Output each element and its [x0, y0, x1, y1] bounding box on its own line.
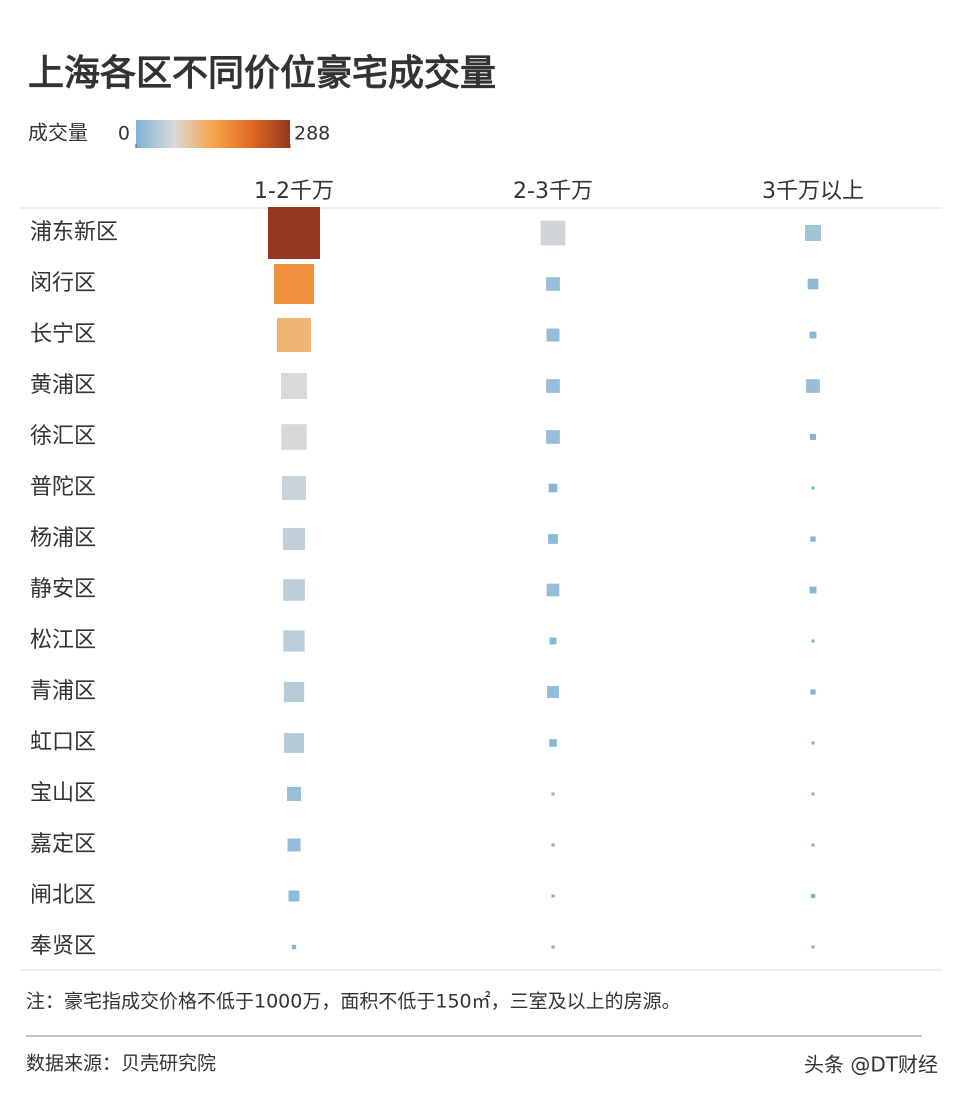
legend-colorbar: [136, 120, 290, 148]
row-label: 奉贤区: [30, 934, 96, 959]
row-label: 松江区: [30, 628, 96, 653]
square-mark: [551, 843, 555, 847]
square-mark: [277, 318, 311, 352]
square-mark: [549, 739, 557, 747]
column-header: 2-3千万: [513, 179, 593, 204]
square-mark: [281, 373, 307, 399]
square-mark: [284, 733, 304, 753]
square-mark: [274, 264, 314, 304]
source: 数据来源：贝壳研究院: [26, 1053, 216, 1075]
square-mark: [810, 893, 816, 899]
square-mark: [811, 639, 815, 643]
row-label: 宝山区: [30, 781, 96, 806]
square-mark: [286, 786, 302, 802]
row-label: 静安区: [30, 577, 96, 602]
square-mark: [810, 536, 816, 542]
row-label: 杨浦区: [30, 526, 96, 551]
square-mark: [546, 430, 560, 444]
row-label: 长宁区: [30, 322, 96, 347]
legend-tick-label: 288: [294, 123, 330, 145]
column-header: 1-2千万: [254, 179, 334, 204]
square-mark: [811, 486, 815, 490]
row-label: 闵行区: [30, 271, 96, 296]
square-mark: [546, 379, 560, 393]
square-mark: [807, 278, 819, 290]
square-mark: [549, 637, 557, 645]
square-mark: [811, 792, 815, 796]
column-header: 3千万以上: [762, 179, 864, 204]
square-mark: [546, 328, 560, 342]
square-mark: [291, 944, 297, 950]
square-mark: [811, 843, 815, 847]
row-label: 普陀区: [30, 475, 96, 500]
square-mark: [811, 945, 815, 949]
square-mark: [805, 225, 821, 241]
square-mark: [281, 424, 307, 450]
square-mark: [283, 630, 305, 652]
row-label: 闸北区: [30, 883, 96, 908]
watermark: 头条 @DT财经: [804, 1053, 938, 1077]
square-mark: [546, 583, 560, 597]
row-label: 虹口区: [30, 730, 96, 755]
row-label: 浦东新区: [30, 220, 118, 245]
row-label: 黄浦区: [30, 373, 96, 398]
square-mark: [809, 433, 817, 441]
row-label: 嘉定区: [30, 832, 96, 857]
square-mark: [268, 207, 320, 259]
note: 注：豪宅指成交价格不低于1000万，面积不低于150㎡，三室及以上的房源。: [26, 990, 681, 1013]
square-mark: [540, 220, 566, 246]
square-mark: [809, 331, 817, 339]
square-mark: [547, 686, 559, 698]
square-mark: [546, 277, 560, 291]
square-mark: [548, 483, 558, 493]
legend-tick-label: 0: [118, 123, 130, 145]
legend-title: 成交量: [28, 121, 88, 145]
chart-title: 上海各区不同价位豪宅成交量: [28, 52, 496, 94]
row-label: 青浦区: [30, 679, 96, 704]
square-mark: [283, 681, 305, 703]
square-mark: [548, 534, 558, 544]
row-label: 徐汇区: [30, 424, 96, 449]
square-mark: [551, 894, 555, 898]
square-mark: [288, 890, 300, 902]
square-mark: [809, 586, 817, 594]
square-mark: [282, 527, 306, 551]
square-mark: [551, 792, 555, 796]
square-mark: [283, 579, 305, 601]
square-mark: [806, 379, 820, 393]
square-mark: [810, 689, 816, 695]
square-mark: [282, 476, 306, 500]
square-mark: [551, 945, 555, 949]
square-mark: [287, 838, 301, 852]
square-mark: [811, 741, 815, 745]
